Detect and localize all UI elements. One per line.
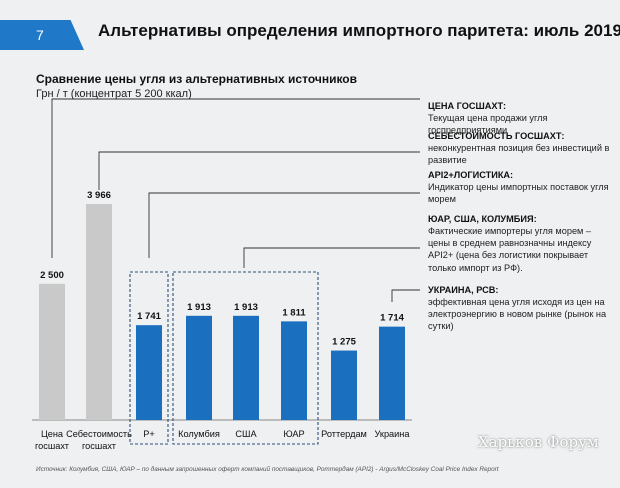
leader-line (98, 151, 420, 190)
annotation-text: эффективная цена угля исходя из цен на э… (428, 297, 607, 332)
bar (86, 204, 112, 420)
bar (186, 315, 212, 420)
annotation-text: неконкурентная позиция без инвестиций в … (428, 143, 610, 166)
bar (39, 283, 65, 420)
data-label: 1 913 (234, 302, 258, 313)
data-label: 1 913 (187, 302, 211, 313)
data-label: 3 966 (87, 190, 111, 201)
annotation-importers: ЮАР, США, КОЛУМБИЯ: Фактические импортер… (428, 213, 612, 274)
bar (136, 325, 162, 420)
bar (379, 326, 405, 420)
annotation-api2-logistics: API2+ЛОГИСТИКА: Индикатор цены импортных… (428, 169, 612, 205)
bar (281, 321, 307, 420)
category-label: Колумбия (178, 429, 220, 439)
slide-number: 7 (36, 27, 44, 43)
leader-line (391, 289, 420, 302)
unit-label: Грн / т (концентрат 5 200 ккал) (36, 88, 192, 100)
annotation-title: УКРАИНА, РСВ: (428, 285, 499, 295)
slide-number-badge: 7 (0, 20, 84, 50)
category-label: госшахт (35, 441, 70, 451)
data-label: 1 741 (137, 311, 161, 322)
annotation-gosshakht-cost: СЕБЕСТОИМОСТЬ ГОСШАХТ: неконкурентная по… (428, 130, 612, 166)
category-label: Роттердам (321, 429, 367, 439)
source-note: Источник: Колумбия, США, ЮАР – по данным… (36, 466, 499, 473)
leader-line (148, 192, 420, 258)
annotation-gosshakht-price: ЦЕНА ГОСШАХТ: Текущая цена продажи угля … (428, 100, 612, 136)
bar (233, 315, 259, 420)
category-label: Украина (375, 429, 411, 439)
category-label: Р+ (143, 429, 155, 439)
annotation-title: СЕБЕСТОИМОСТЬ ГОСШАХТ: (428, 131, 565, 141)
data-label: 2 500 (40, 270, 64, 281)
dashed-box-importers (172, 271, 319, 445)
category-label: Себестоимость (66, 429, 132, 439)
watermark: Харьков Форум (478, 433, 599, 451)
data-label: 1 811 (282, 307, 306, 318)
annotation-title: ЦЕНА ГОСШАХТ: (428, 101, 507, 111)
chart-subtitle: Сравнение цены угля из альтернативных ис… (36, 72, 357, 86)
annotation-title: ЮАР, США, КОЛУМБИЯ: (428, 214, 537, 224)
bar (331, 350, 357, 420)
annotation-text: Индикатор цены импортных поставок угля м… (428, 182, 609, 205)
annotation-ukraine-rsv: УКРАИНА, РСВ: эффективная цена угля исхо… (428, 284, 612, 333)
category-label: госшахт (82, 441, 117, 451)
leader-line (51, 98, 420, 258)
page-title: Альтернативы определения импортного пари… (98, 21, 620, 40)
category-label: США (235, 429, 257, 439)
leader-line (243, 247, 420, 268)
annotation-title: API2+ЛОГИСТИКА: (428, 170, 514, 180)
annotation-text: Фактические импортеры угля морем – цены … (428, 226, 592, 273)
data-label: 1 714 (380, 313, 404, 324)
category-label: Цена (41, 429, 64, 439)
category-label: ЮАР (283, 429, 304, 439)
data-label: 1 275 (332, 337, 356, 348)
annotation-text: Текущая цена продажи угля госпредприятия… (428, 113, 548, 136)
